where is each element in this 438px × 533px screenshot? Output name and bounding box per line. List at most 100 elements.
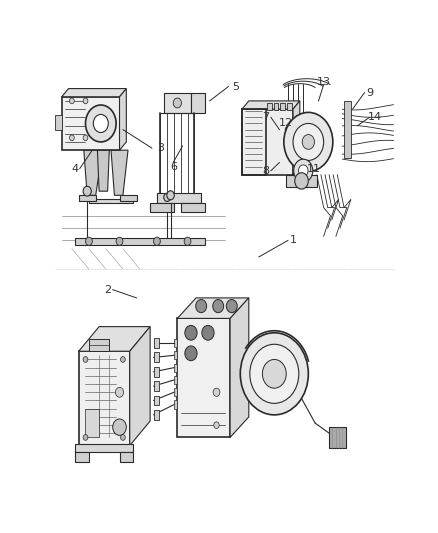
Text: 14: 14 — [367, 112, 381, 122]
Circle shape — [115, 387, 124, 397]
Polygon shape — [177, 318, 230, 438]
Circle shape — [293, 159, 312, 182]
Text: 8: 8 — [261, 166, 269, 176]
Polygon shape — [85, 409, 99, 438]
Polygon shape — [55, 115, 61, 130]
Circle shape — [116, 237, 123, 245]
Polygon shape — [173, 364, 177, 372]
Polygon shape — [88, 339, 109, 351]
Circle shape — [240, 333, 307, 415]
Circle shape — [298, 165, 307, 176]
Polygon shape — [177, 298, 248, 318]
Polygon shape — [75, 443, 133, 452]
Circle shape — [69, 98, 74, 104]
Circle shape — [85, 237, 92, 245]
Circle shape — [300, 126, 305, 133]
Circle shape — [120, 434, 125, 440]
Circle shape — [163, 193, 170, 201]
Polygon shape — [173, 351, 177, 359]
Polygon shape — [280, 103, 285, 110]
Circle shape — [83, 434, 88, 440]
Text: 7: 7 — [261, 112, 269, 122]
Text: 1: 1 — [289, 236, 296, 245]
Circle shape — [93, 115, 108, 133]
Circle shape — [285, 126, 290, 133]
Polygon shape — [241, 109, 293, 175]
Polygon shape — [286, 103, 291, 110]
Circle shape — [69, 135, 74, 141]
Circle shape — [294, 173, 307, 189]
Polygon shape — [273, 103, 278, 110]
Polygon shape — [173, 339, 177, 347]
Polygon shape — [293, 101, 299, 175]
Polygon shape — [173, 376, 177, 384]
Circle shape — [184, 237, 191, 245]
Circle shape — [83, 98, 88, 104]
Polygon shape — [157, 193, 201, 204]
Polygon shape — [153, 367, 158, 377]
Polygon shape — [111, 150, 128, 195]
Circle shape — [301, 134, 314, 149]
Circle shape — [83, 186, 91, 196]
Polygon shape — [230, 298, 248, 438]
Circle shape — [173, 98, 181, 108]
Polygon shape — [88, 199, 133, 204]
Polygon shape — [75, 452, 88, 462]
Text: 3: 3 — [156, 143, 163, 153]
Polygon shape — [153, 395, 158, 406]
Circle shape — [295, 126, 300, 133]
Circle shape — [212, 300, 223, 313]
Polygon shape — [150, 204, 173, 212]
Polygon shape — [97, 150, 109, 191]
Text: 13: 13 — [316, 77, 330, 87]
Circle shape — [166, 191, 174, 200]
Circle shape — [249, 344, 298, 403]
Polygon shape — [153, 381, 158, 391]
Polygon shape — [130, 327, 150, 446]
Circle shape — [120, 357, 125, 362]
Circle shape — [195, 300, 206, 313]
Polygon shape — [286, 175, 316, 187]
Text: 4: 4 — [71, 164, 78, 174]
Polygon shape — [119, 452, 133, 462]
Circle shape — [212, 388, 219, 397]
Circle shape — [184, 346, 197, 361]
Text: 11: 11 — [306, 164, 320, 174]
Polygon shape — [78, 351, 130, 446]
Circle shape — [290, 126, 295, 133]
Polygon shape — [61, 97, 119, 150]
Polygon shape — [241, 101, 299, 109]
Polygon shape — [84, 150, 102, 195]
Circle shape — [83, 357, 88, 362]
Polygon shape — [266, 103, 271, 110]
Polygon shape — [119, 195, 136, 201]
Polygon shape — [343, 101, 350, 158]
Polygon shape — [78, 327, 150, 351]
Text: 12: 12 — [279, 118, 293, 128]
Polygon shape — [173, 400, 177, 409]
Circle shape — [184, 325, 197, 340]
Polygon shape — [75, 238, 204, 245]
Circle shape — [83, 135, 88, 141]
Circle shape — [201, 325, 214, 340]
Circle shape — [153, 237, 160, 245]
Polygon shape — [328, 427, 345, 448]
Polygon shape — [153, 338, 158, 348]
Text: 6: 6 — [170, 161, 177, 172]
Circle shape — [293, 124, 323, 160]
Polygon shape — [153, 410, 158, 420]
Text: 5: 5 — [231, 82, 238, 92]
Text: 9: 9 — [365, 88, 372, 98]
Polygon shape — [61, 88, 126, 97]
Circle shape — [113, 419, 126, 435]
Circle shape — [262, 359, 286, 388]
Polygon shape — [119, 88, 126, 150]
Circle shape — [283, 112, 332, 172]
Text: 2: 2 — [104, 285, 111, 295]
Polygon shape — [180, 204, 204, 212]
Polygon shape — [163, 93, 191, 113]
Circle shape — [213, 422, 219, 429]
Circle shape — [85, 105, 116, 142]
Polygon shape — [191, 93, 204, 113]
Polygon shape — [173, 388, 177, 397]
